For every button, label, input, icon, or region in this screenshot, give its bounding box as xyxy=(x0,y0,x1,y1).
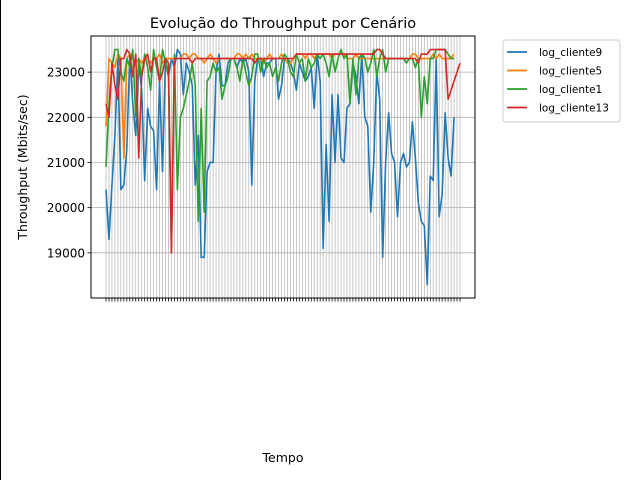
legend: log_cliente9 log_cliente5 log_cliente1 log_… xyxy=(502,39,621,123)
series-line-log_cliente13 xyxy=(105,48,461,254)
x-axis-ticks xyxy=(105,298,461,302)
chart-title: Evolução do Throughput por Cenário xyxy=(150,16,416,32)
legend-label-log_cliente1: log_cliente1 xyxy=(539,84,602,96)
y-tick-label: 20000 xyxy=(47,201,85,215)
y-tick-label: 21000 xyxy=(47,156,85,170)
series-line-log_cliente9 xyxy=(105,48,455,286)
x-axis-label: Tempo xyxy=(262,450,304,465)
legend-box xyxy=(502,39,621,123)
y-tick-label: 23000 xyxy=(47,66,85,80)
legend-label-log_cliente13: log_cliente13 xyxy=(539,103,609,115)
series-lines xyxy=(105,48,461,286)
y-axis-ticks: 19000 20000 21000 22000 23000 xyxy=(47,66,91,260)
legend-label-log_cliente5: log_cliente5 xyxy=(539,66,602,78)
legend-label-log_cliente9: log_cliente9 xyxy=(539,47,602,59)
plot-area-frame xyxy=(90,35,476,299)
y-tick-label: 19000 xyxy=(47,246,85,260)
grid-lines xyxy=(91,36,475,298)
y-axis-label: Throughput (Mbits/sec) xyxy=(15,94,30,240)
y-tick-label: 22000 xyxy=(47,111,85,125)
